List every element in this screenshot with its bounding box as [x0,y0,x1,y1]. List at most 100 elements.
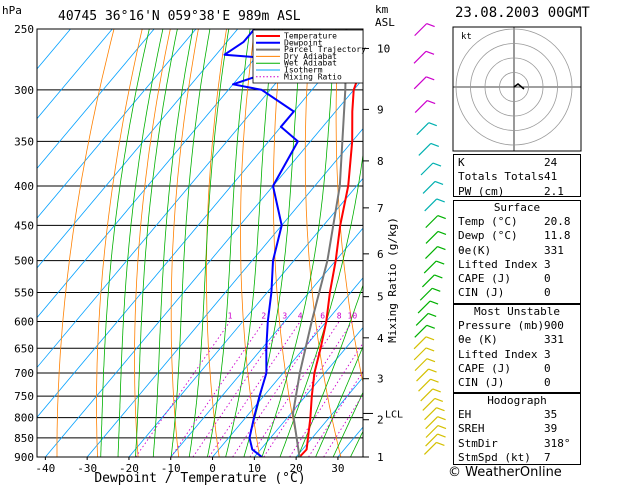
isotherm-line [37,29,71,70]
wind-barb-flag [437,230,447,236]
unstable-row: CAPE (J) 0 [454,362,580,376]
isotherm-line [37,29,113,120]
hodograph-ring [499,72,529,102]
legend-label: Dry Adiabat [284,52,337,61]
index-pw-row: PW (cm) 2.1 [454,185,580,199]
dry-adiabat-line [56,29,115,457]
hodograph-value: 7 [544,450,551,464]
km-tick-label: 6 [377,248,384,261]
surface-row: θe(K) 331 [454,244,580,258]
km-tick-label: 3 [377,373,384,386]
wind-barb [422,181,436,194]
index-tt-row: Totals Totals 41 [454,170,580,184]
wet-adiabat-line [332,391,363,457]
isotherm-line [295,376,363,457]
pressure-tick-label: 500 [14,255,34,268]
isotherm-line [37,29,239,269]
hodograph-title: Hodograph [487,394,547,407]
hodograph-trace [513,83,525,90]
mixing-ratio-axis-label: Mixing Ratio (g/kg) [386,217,399,343]
legend-label: Mixing Ratio [284,72,342,81]
temp-tick-label: 10 [248,462,261,475]
isotherm-line [37,29,155,170]
isotherm-line [254,327,363,457]
surface-value: 0 [544,272,551,286]
wind-barb-flag [429,300,439,305]
wind-barb-flag [432,162,442,167]
height-unit-label: km [375,3,389,16]
surface-row: Temp (°C) 20.8 [454,215,580,229]
wind-barb-flag [426,99,436,105]
temp-tick-label: 20 [290,462,303,475]
wind-barb [420,388,434,402]
pressure-tick-label: 800 [14,412,34,425]
station-header: 40745 36°16'N 059°38'E 989m ASL [58,9,301,24]
hodograph-unit-label: kt [461,32,472,42]
unstable-row: CIN (J) 0 [454,376,580,390]
hodograph-row: StmSpd (kt) 7 [454,451,580,465]
wet-adiabat-line [117,29,164,457]
wet-adiabat-line [279,151,363,457]
wind-barb-flag [436,407,445,412]
wind-barb-flag [426,358,436,363]
hodograph-row: EH 35 [454,408,580,422]
legend-label: Isotherm [284,66,323,75]
mixing-ratio-label: 8 [337,312,342,321]
mixing-ratio-line [249,321,340,457]
wet-adiabat-line [225,29,275,457]
wind-barb [413,50,427,64]
temp-tick-label: -20 [119,462,139,475]
wet-adiabat-line [170,29,211,457]
unstable-panel: Most Unstable Pressure (mb) 900 θe (K) 331… [453,304,581,393]
wet-adiabat-line [315,345,363,457]
unstable-label: Pressure (mb) [458,319,544,332]
surface-value: 0 [544,286,551,300]
km-tick-label: 8 [377,155,384,168]
pressure-tick-label: 450 [14,219,34,232]
hodograph-label: EH [458,408,472,421]
pressure-tick-label: 750 [14,390,34,403]
wind-barb-flag [434,180,444,186]
wind-barb-flag [437,215,446,220]
timestamp: 23.08.2003 00GMT [455,5,590,21]
surface-row: Dewp (°C) 11.8 [454,229,580,243]
wind-barb-flag [425,347,435,352]
mixing-ratio-line [308,370,363,457]
hodograph-label: StmSpd (kt) [458,450,531,464]
unstable-label: CIN (J) [458,376,505,390]
surface-value: 3 [544,257,551,271]
km-tick-label: 7 [377,202,384,215]
unstable-row: Lifted Index 3 [454,348,580,362]
wind-barb [414,100,428,113]
surface-value: 11.8 [544,229,571,243]
wind-barb [425,215,439,229]
wind-barb-flag [435,260,445,265]
pressure-tick-label: 300 [14,84,34,97]
surface-label: CIN (J) [458,286,505,300]
index-label: Totals Totals [458,170,544,184]
pressure-unit-label: hPa [2,4,22,17]
wind-barb [415,312,429,326]
isotherm-line [37,29,280,319]
wind-barb-flag [437,424,447,430]
hodograph-ring [470,43,558,131]
parcel-trajectory-line [292,29,348,457]
pressure-tick-label: 550 [14,286,34,299]
mixing-ratio-line [135,321,231,457]
copyright-footer: © WeatherOnline [448,465,562,480]
wind-barb [414,23,428,37]
wet-adiabat-line [188,29,230,457]
wet-adiabat-line [152,29,194,457]
mixing-ratio-label: 10 [348,312,358,321]
wind-barb [424,198,438,212]
dry-adiabat-line [620,29,629,457]
unstable-row: Pressure (mb) 900 [454,319,580,333]
km-tick-label: 5 [377,291,384,304]
wet-adiabat-line [207,29,251,457]
wind-barb-flag [426,23,435,28]
wind-barb [419,287,433,301]
wind-barb-flag [428,122,437,127]
wind-barb-flag [430,142,440,148]
surface-row: CAPE (J) 0 [454,272,580,286]
